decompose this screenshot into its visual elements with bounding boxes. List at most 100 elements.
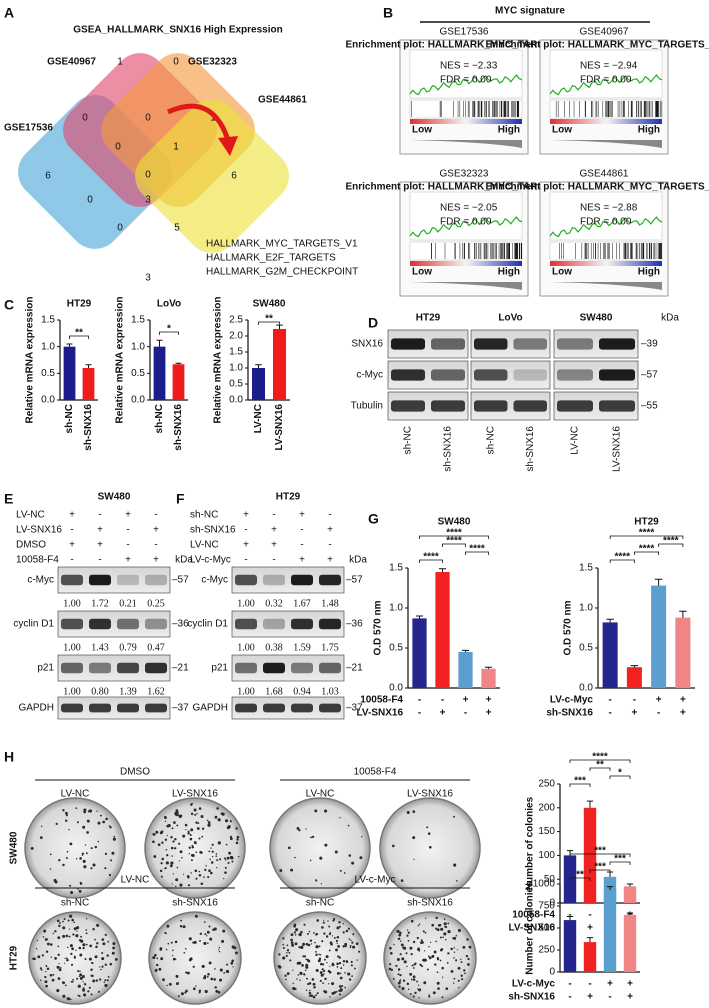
y-tick-label: 1000	[533, 879, 556, 890]
blot-band	[89, 662, 111, 674]
colony	[423, 981, 427, 985]
colony	[208, 850, 211, 853]
error-bar	[654, 578, 663, 586]
colony	[322, 921, 325, 924]
colony	[227, 861, 230, 865]
colony	[428, 956, 432, 960]
colony	[447, 930, 451, 934]
colony	[70, 980, 73, 983]
colony	[308, 991, 312, 995]
colony	[92, 979, 96, 983]
quant-value: 1.72	[91, 598, 109, 609]
colony	[453, 951, 456, 953]
colony	[107, 940, 110, 943]
panel-letter: D	[368, 315, 378, 331]
colony	[315, 994, 317, 996]
colony	[306, 933, 309, 935]
venn-count: 0	[145, 170, 151, 181]
colony	[406, 929, 409, 931]
gsea-ranked-list	[410, 282, 522, 290]
colony	[453, 863, 457, 867]
condition-label: DMSO	[16, 540, 46, 551]
colony	[109, 825, 112, 829]
blot-band	[235, 618, 257, 630]
colony	[286, 972, 290, 975]
y-tick-label: 2.5	[229, 315, 243, 326]
blot-band	[474, 400, 508, 412]
colony	[314, 941, 316, 944]
colony	[321, 940, 324, 943]
colony	[329, 995, 331, 998]
colony	[108, 824, 111, 827]
colony	[464, 972, 466, 975]
colony	[417, 988, 419, 990]
colony	[328, 983, 330, 985]
colony	[155, 830, 159, 834]
quant-value: 1.62	[147, 686, 165, 697]
colony	[112, 837, 116, 841]
colony	[208, 869, 211, 872]
colony	[163, 816, 167, 819]
colony	[412, 978, 416, 981]
colony	[102, 820, 106, 824]
colony	[322, 963, 325, 966]
colony	[99, 814, 102, 817]
gsea-es-area	[549, 191, 663, 241]
colony	[104, 979, 107, 982]
quant-value: 1.00	[237, 598, 255, 609]
colony	[63, 962, 66, 964]
condition-sign: +	[627, 979, 633, 990]
colony	[206, 935, 208, 937]
colony	[428, 994, 431, 996]
colony	[453, 982, 455, 984]
y-axis-label: Relative mRNA expression	[25, 297, 36, 424]
quant-value: 0.32	[265, 598, 283, 609]
colony	[416, 980, 418, 983]
colony	[210, 977, 214, 981]
colony	[453, 957, 455, 959]
colony	[100, 968, 102, 971]
colony	[399, 940, 402, 942]
colony	[418, 997, 420, 999]
colony	[338, 921, 341, 924]
colony	[419, 923, 421, 925]
colony	[418, 984, 420, 986]
colony	[160, 957, 164, 961]
blot-row-label: c-Myc	[27, 575, 54, 586]
error-bar	[85, 364, 92, 368]
colony	[79, 953, 83, 957]
colony	[198, 989, 202, 993]
colony	[310, 943, 313, 945]
colony	[335, 948, 338, 952]
condition-label: LV-c-Myc	[550, 695, 594, 706]
colony	[399, 931, 402, 935]
y-tick-label: 1.0	[389, 603, 403, 614]
gsea-high: High	[498, 125, 520, 136]
colony	[213, 927, 217, 931]
colony	[319, 971, 323, 974]
bar	[458, 652, 473, 688]
quant-value: 1.00	[237, 686, 255, 697]
colony	[44, 981, 46, 983]
condition-sign: +	[656, 695, 662, 706]
colony	[336, 936, 340, 939]
colony	[299, 979, 301, 982]
colony	[211, 843, 214, 846]
gsea-nes: NES = −2.33	[440, 61, 498, 72]
colony	[314, 809, 318, 813]
colony	[102, 942, 106, 946]
blot-band	[61, 574, 83, 586]
colony	[467, 963, 470, 966]
colony	[457, 966, 461, 970]
condition-sign: -	[608, 695, 611, 706]
colony	[208, 961, 212, 965]
colony	[434, 963, 437, 966]
colony	[221, 812, 225, 816]
colony	[210, 871, 213, 875]
gsea-low: Low	[412, 267, 432, 278]
colony	[76, 926, 80, 930]
colony	[389, 946, 392, 950]
quant-value: 1.68	[265, 686, 283, 697]
colony	[45, 965, 48, 967]
